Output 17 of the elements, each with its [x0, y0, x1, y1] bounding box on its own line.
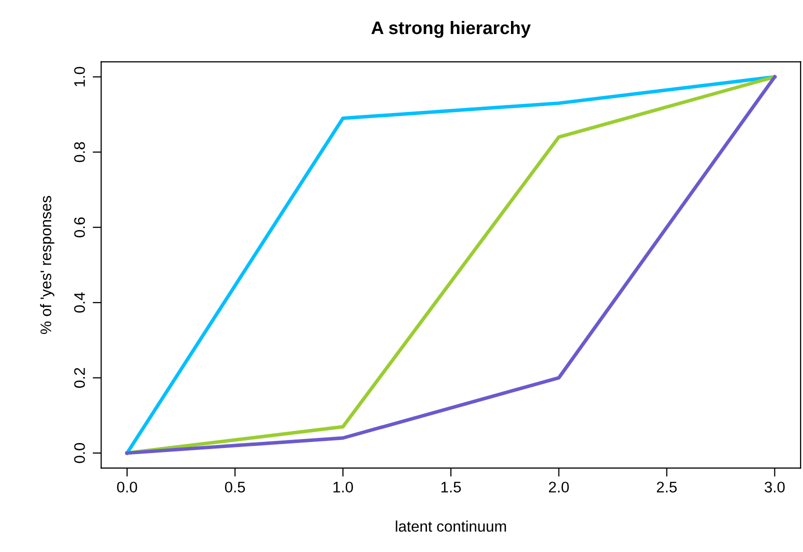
x-tick-label: 0.5 [224, 482, 245, 493]
y-tick-label: 0.6 [74, 217, 85, 238]
x-tick-label: 3.0 [764, 482, 785, 493]
line-series [125, 75, 776, 455]
x-axis-title: latent continuum [396, 520, 506, 532]
x-tick-label: 0.0 [117, 482, 138, 493]
x-tick-label: 1.0 [333, 482, 353, 493]
y-tick-label: 0.4 [74, 292, 85, 313]
x-tick-label: 2.0 [548, 482, 569, 493]
x-tick-label: 1.5 [441, 482, 461, 493]
y-tick-label: 0.2 [74, 368, 85, 388]
y-axis-title: % of 'yes' responses [40, 196, 54, 334]
y-tick-label: 0.8 [74, 142, 85, 162]
y-tick-label: 1.0 [74, 66, 85, 86]
chart-title: A strong hierarchy [371, 20, 531, 38]
y-tick-label: 0.0 [74, 443, 85, 464]
x-tick-label: 2.5 [656, 482, 677, 493]
